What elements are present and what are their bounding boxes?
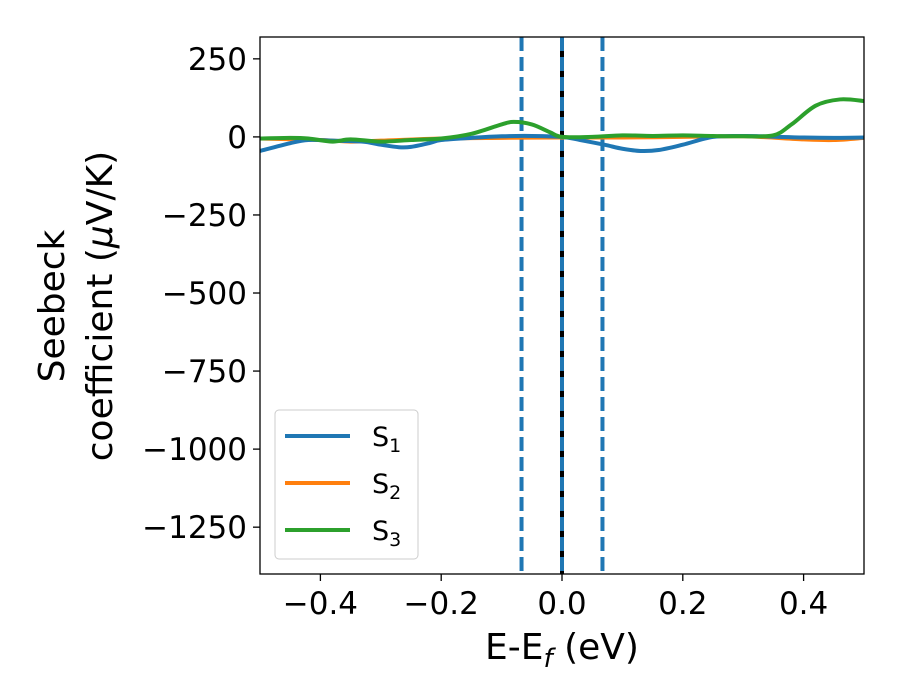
series-layer: [260, 97, 864, 154]
y-tick-label: 0: [227, 120, 247, 156]
y-tick-label: −1000: [142, 432, 247, 468]
x-axis-label: E-Ef (eV): [485, 627, 639, 674]
x-axis-label-main: E-E: [485, 627, 543, 668]
x-tick-label: −0.4: [283, 586, 358, 622]
y-axis-label-line2: coefficient (μV/K): [80, 151, 121, 461]
x-tick-label: 0.0: [537, 586, 586, 622]
y-axis-label-pre: coefficient (: [80, 248, 121, 461]
y-axis-label-post: V/K): [80, 151, 121, 225]
y-tick-label: −250: [162, 198, 247, 234]
x-axis-label-tail: (eV): [553, 627, 639, 668]
x-tick-label: −0.2: [404, 586, 479, 622]
legend-label-s3: S3: [372, 516, 401, 551]
series-line-s3: [260, 97, 864, 144]
x-tick-label: 0.4: [779, 586, 828, 622]
y-axis-label: Seebeck coefficient (μV/K): [32, 151, 121, 461]
y-axis-label-line1: Seebeck: [32, 229, 73, 382]
legend-label-s2: S2: [372, 469, 401, 504]
y-tick-label: 250: [188, 42, 247, 78]
x-axis: −0.4 −0.2 0.0 0.2 0.4: [283, 574, 828, 622]
reference-lines: [519, 37, 605, 574]
y-tick-label: −1250: [142, 510, 247, 546]
legend: S1 S2 S3: [274, 409, 419, 560]
y-tick-label: −750: [162, 354, 247, 390]
y-axis: 250 0 −250 −500 −750 −1000 −1250: [142, 42, 260, 546]
y-axis-label-mu: μ: [80, 225, 121, 249]
x-tick-label: 0.2: [658, 586, 707, 622]
y-tick-label: −500: [162, 276, 247, 312]
legend-label-s1: S1: [372, 422, 401, 457]
